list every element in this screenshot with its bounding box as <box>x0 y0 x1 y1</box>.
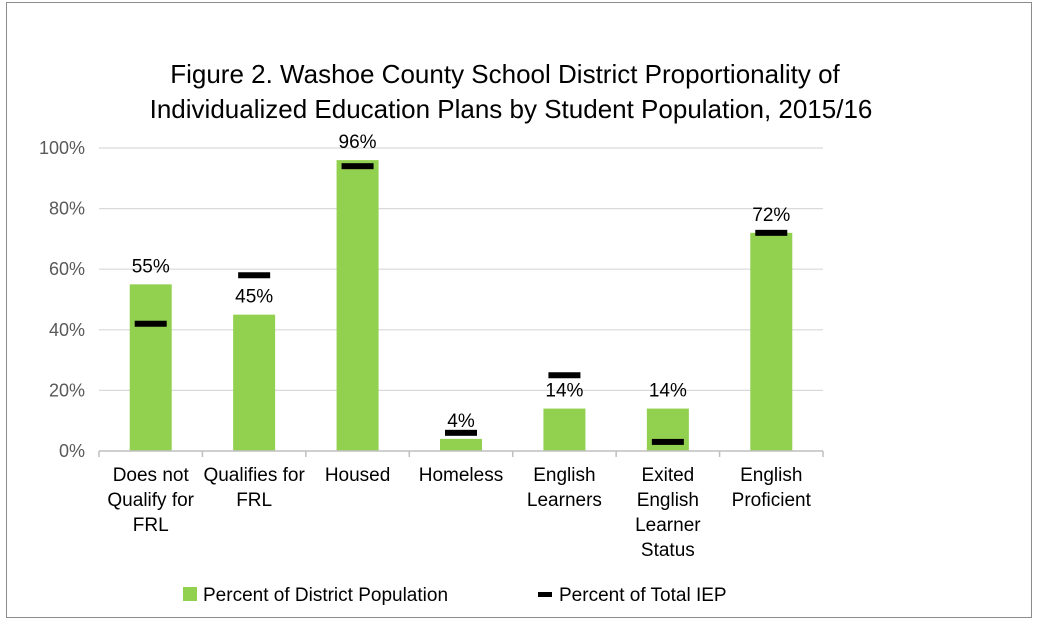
x-axis <box>98 450 824 457</box>
gridlines <box>99 147 823 391</box>
category-label: English <box>637 490 699 511</box>
data-label: 14% <box>545 381 583 402</box>
y-tick-label: 40% <box>49 320 85 340</box>
legend: Percent of District Population Percent o… <box>183 585 727 606</box>
iep-marker <box>755 229 788 236</box>
category-labels: Does not Qualify for FRL Qualifies for FRL Ho… <box>107 465 811 561</box>
data-label: 55% <box>132 256 170 277</box>
legend-swatch-district <box>183 587 197 601</box>
data-label: 72% <box>752 205 790 226</box>
category-label: Exited <box>641 465 694 486</box>
chart-frame: Figure 2. Washoe County School District … <box>6 2 1032 618</box>
y-tick-label: 60% <box>49 259 85 279</box>
category-label: Status <box>641 540 695 561</box>
data-label: 96% <box>339 132 377 153</box>
data-label: 45% <box>235 287 273 308</box>
category-label: Housed <box>325 465 391 486</box>
category-label: Proficient <box>732 490 812 511</box>
iep-marker <box>238 272 271 279</box>
category-label: Learner <box>635 515 701 536</box>
category-label: Learners <box>527 490 602 511</box>
category-label: English <box>740 465 802 486</box>
category-label: Qualify for <box>107 490 194 511</box>
y-tick-label: 100% <box>39 138 85 158</box>
bar <box>750 232 793 451</box>
category-label: Does not <box>113 465 190 486</box>
category-label: FRL <box>236 490 272 511</box>
category-label: Qualifies for <box>203 465 305 486</box>
iep-marker <box>134 320 167 327</box>
iep-marker <box>651 438 684 445</box>
data-label: 4% <box>447 411 475 432</box>
bar <box>129 284 172 451</box>
iep-marker <box>548 372 581 379</box>
category-label: English <box>533 465 595 486</box>
category-label: FRL <box>133 515 169 536</box>
data-labels: 55% 45% 96% 4% 14% 14% 72% <box>132 132 791 432</box>
data-label: 14% <box>649 381 687 402</box>
bar <box>440 438 482 451</box>
category-label: Homeless <box>419 465 503 486</box>
iep-marker <box>445 429 477 436</box>
bar <box>543 408 586 451</box>
chart-title: Figure 2. Washoe County School District … <box>150 59 873 124</box>
bar <box>233 314 276 451</box>
iep-markers <box>134 163 788 445</box>
bars <box>129 160 793 451</box>
bar <box>336 160 379 451</box>
y-tick-label: 80% <box>49 199 85 219</box>
y-tick-label: 0% <box>59 441 85 461</box>
legend-label-district: Percent of District Population <box>203 585 448 606</box>
chart-title-line-2: Individualized Education Plans by Studen… <box>150 94 873 124</box>
y-tick-label: 20% <box>49 380 85 400</box>
legend-label-iep: Percent of Total IEP <box>559 585 727 606</box>
y-axis-tick-labels: 0% 20% 40% 60% 80% 100% <box>39 138 85 461</box>
legend-swatch-iep <box>538 592 552 597</box>
chart-title-line-1: Figure 2. Washoe County School District … <box>170 59 840 89</box>
chart-canvas: Figure 2. Washoe County School District … <box>39 59 873 606</box>
iep-marker <box>341 163 374 170</box>
